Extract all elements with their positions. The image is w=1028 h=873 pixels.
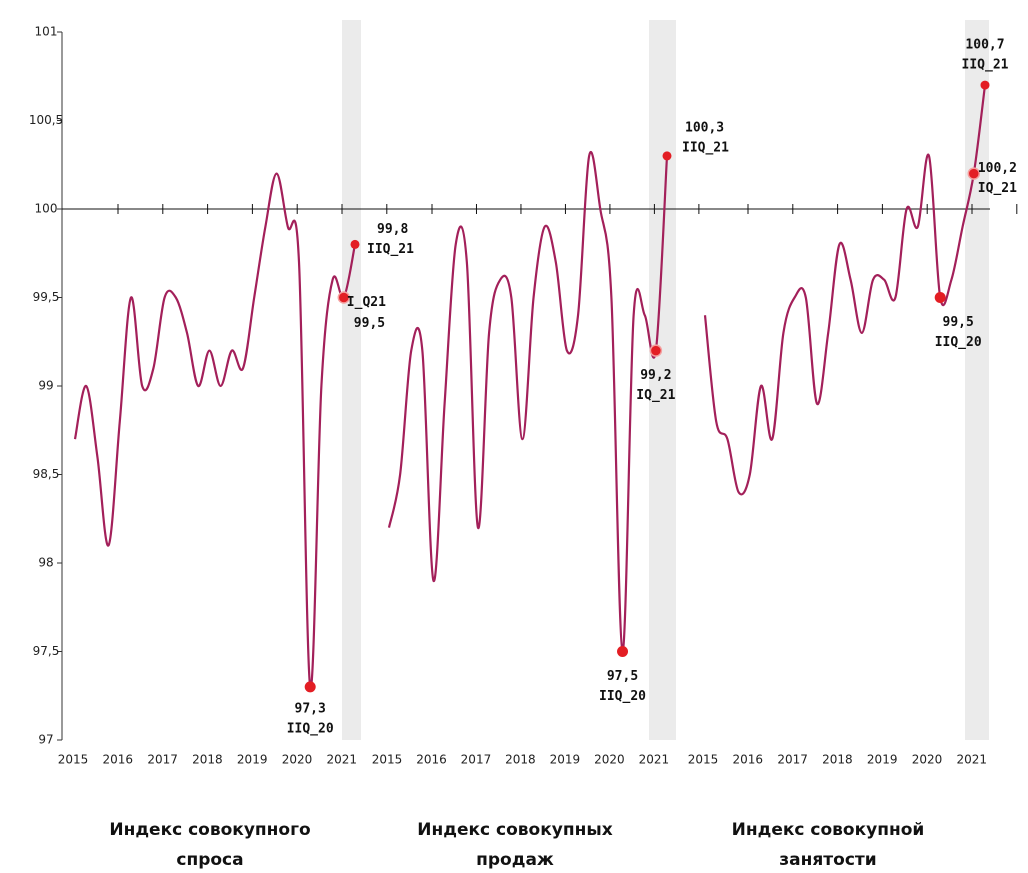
- y-tick-label: 97: [38, 733, 53, 747]
- point-label: IQ_21: [636, 388, 675, 403]
- y-tick-label: 101: [35, 25, 58, 39]
- highlight-point: [967, 167, 981, 180]
- value-label: 100,7: [965, 38, 1004, 53]
- y-tick-label: 98: [38, 556, 53, 570]
- value-label: 99,5: [943, 315, 974, 330]
- x-tick-label: 2018: [505, 753, 536, 767]
- highlight-band: [965, 20, 989, 740]
- y-tick-label: 97,5: [33, 644, 60, 658]
- point-label: IIQ_20: [599, 689, 646, 704]
- y-tick-label: 100,5: [29, 113, 63, 127]
- highlight-band: [342, 20, 361, 740]
- y-tick-label: 99: [38, 379, 53, 393]
- value-label: 97,3: [295, 701, 326, 716]
- highlight-point: [350, 239, 360, 249]
- x-tick-label: 2015: [58, 753, 89, 767]
- x-tick-label: 2021: [327, 753, 358, 767]
- x-tick-label: 2017: [461, 753, 492, 767]
- x-tick-label: 2017: [147, 753, 178, 767]
- point-label: IQ_21: [978, 181, 1017, 196]
- point-label: IIQ_20: [287, 721, 334, 736]
- value-label: 99,2: [640, 368, 671, 383]
- series-line: [387, 151, 669, 653]
- y-tick-label: 100: [35, 202, 58, 216]
- highlight-band: [649, 20, 676, 740]
- x-tick-label: 2017: [777, 753, 808, 767]
- x-tick-label: 2018: [192, 753, 223, 767]
- plot: 97 97,5 98 98,5 99 99,5 100 100,5 101 2015 2016 201…: [29, 20, 1018, 767]
- value-label: 100,3: [685, 120, 724, 135]
- x-tick-label: 2016: [733, 753, 764, 767]
- y-tick-label: 98,5: [33, 467, 60, 481]
- x-tick-label: 2021: [639, 753, 670, 767]
- point-label: IIQ_21: [682, 140, 729, 155]
- x-tick-label: 2016: [103, 753, 134, 767]
- point-label: IIQ_21: [962, 58, 1009, 73]
- highlight-point: [662, 151, 672, 161]
- point-label: IIQ_20: [935, 335, 982, 350]
- x-tick-label: 2019: [867, 753, 898, 767]
- x-tick-label: 2015: [372, 753, 403, 767]
- highlight-point: [304, 681, 316, 693]
- value-label: 99,8: [377, 222, 408, 237]
- x-tick-label: 2019: [550, 753, 581, 767]
- highlight-point: [934, 292, 946, 303]
- value-label: 99,5: [354, 316, 385, 331]
- point-label: IIQ_21: [367, 242, 414, 257]
- x-tick-label: 2016: [416, 753, 447, 767]
- panel-caption: Индекс совокупных продаж: [417, 820, 613, 870]
- highlight-point: [617, 646, 629, 657]
- series-line: [73, 172, 357, 690]
- panel-caption: Индекс совокупного спроса: [109, 820, 311, 870]
- x-tick-label: 2021: [957, 753, 988, 767]
- x-tick-label: 2020: [282, 753, 313, 767]
- point-label: I_Q21: [347, 295, 386, 310]
- x-tick-label: 2019: [237, 753, 268, 767]
- highlight-point: [337, 291, 351, 304]
- x-tick-label: 2020: [912, 753, 943, 767]
- y-tick-label: 99,5: [33, 290, 60, 304]
- x-tick-label: 2020: [594, 753, 625, 767]
- panel-caption: Индекс совокупной занятости: [731, 820, 925, 870]
- x-tick-label: 2015: [688, 753, 719, 767]
- highlight-point: [649, 344, 663, 357]
- value-label: 100,2: [978, 161, 1017, 176]
- value-label: 97,5: [607, 669, 638, 684]
- x-tick-label: 2018: [822, 753, 853, 767]
- highlight-point: [980, 80, 990, 90]
- series-line: [703, 84, 987, 496]
